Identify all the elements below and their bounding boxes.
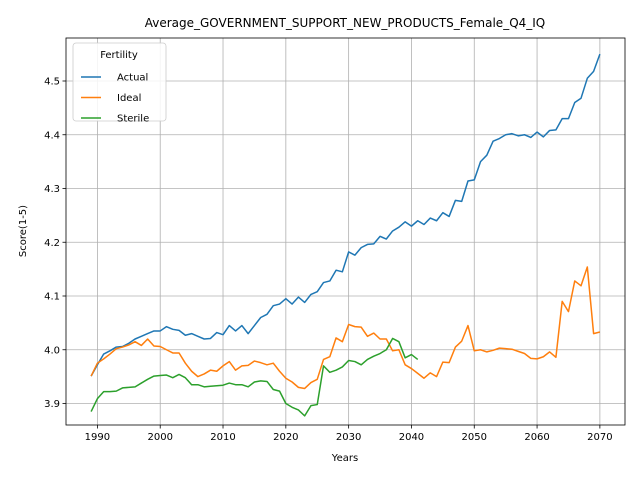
legend-title: Fertility bbox=[100, 50, 138, 61]
y-axis-label: Score(1-5) bbox=[18, 205, 29, 257]
x-axis: 1990 2000 2010 2020 2030 2040 2050 2060 2070 bbox=[85, 425, 613, 443]
plot-frame bbox=[65, 37, 626, 426]
x-tick-label: 2070 bbox=[587, 432, 612, 443]
y-tick-label: 4.0 bbox=[44, 345, 60, 356]
x-tick-label: 2050 bbox=[462, 432, 487, 443]
x-tick-label: 2040 bbox=[399, 432, 424, 443]
grid-lines bbox=[66, 38, 625, 425]
legend: Fertility Actual Ideal Sterile bbox=[72, 42, 167, 125]
x-tick-label: 2030 bbox=[336, 432, 361, 443]
x-tick-label: 2060 bbox=[524, 432, 549, 443]
chart-title: Average_GOVERNMENT_SUPPORT_NEW_PRODUCTS_… bbox=[145, 16, 546, 30]
x-tick-label: 2010 bbox=[210, 432, 235, 443]
y-tick-label: 4.3 bbox=[44, 184, 60, 195]
legend-label-ideal: Ideal bbox=[117, 93, 141, 104]
x-tick-label: 1990 bbox=[85, 432, 110, 443]
y-tick-label: 4.5 bbox=[44, 77, 60, 88]
series-line-ideal bbox=[90, 266, 601, 390]
y-tick-label: 3.9 bbox=[44, 399, 60, 410]
y-tick-label: 4.2 bbox=[44, 238, 60, 249]
x-tick-label: 2000 bbox=[147, 432, 172, 443]
legend-label-sterile: Sterile bbox=[117, 114, 149, 125]
y-tick-label: 4.1 bbox=[44, 292, 60, 303]
legend-box bbox=[72, 42, 167, 122]
series-line-actual bbox=[90, 53, 601, 377]
y-axis: 3.9 4.0 4.1 4.2 4.3 4.4 4.5 bbox=[44, 77, 66, 410]
x-tick-label: 2020 bbox=[273, 432, 298, 443]
legend-label-actual: Actual bbox=[117, 73, 148, 84]
series-layer bbox=[90, 53, 601, 417]
x-axis-label: Years bbox=[331, 453, 358, 464]
series-line-sterile bbox=[90, 337, 419, 417]
y-tick-label: 4.4 bbox=[44, 130, 60, 141]
